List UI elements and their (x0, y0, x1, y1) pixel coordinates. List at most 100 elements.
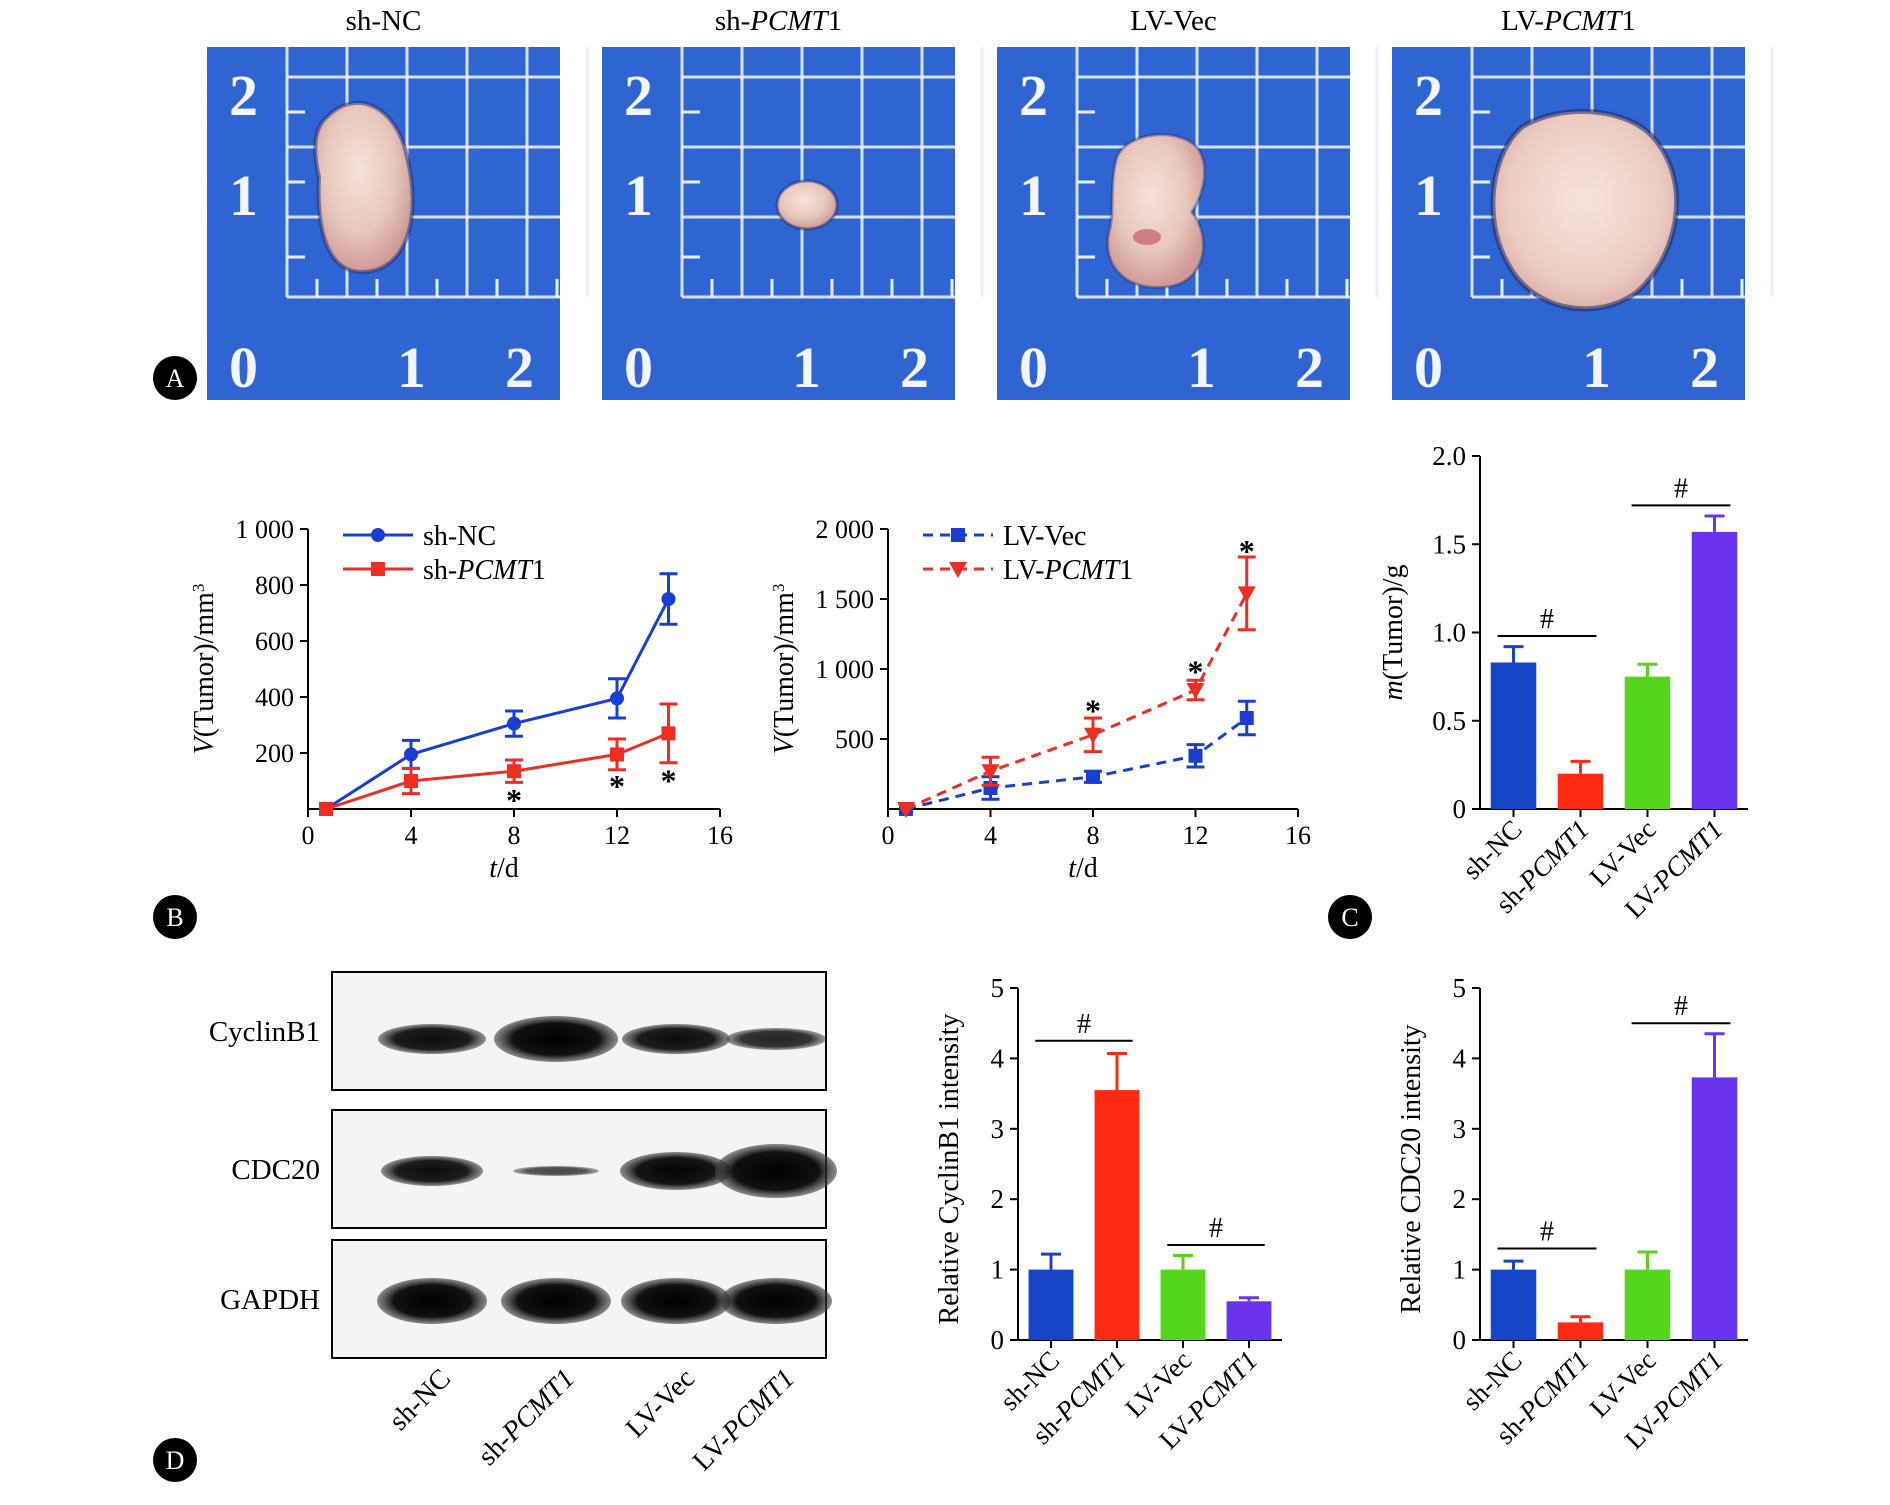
y-tick-label: 5 (991, 973, 1005, 1003)
y-tick-label: 1 (1453, 1255, 1467, 1285)
category-label-part: PCMT1 (1512, 1345, 1594, 1427)
data-point (981, 764, 1000, 781)
tumor-volume-chart-lv: 0 4 8 12 16 500 1 000 1 500 2 000 t/d V(Tumor)/mm3… (769, 515, 1312, 884)
y-tick-label: 0.5 (1432, 706, 1466, 736)
bar (1691, 531, 1738, 809)
y-tick-label: 0 (1453, 794, 1467, 824)
cyclinb1-intensity-chart: 012345sh-NCsh-PCMT1LV-VecLV-PCMT1##Relat… (934, 973, 1282, 1455)
y-tick-label: 3 (991, 1114, 1005, 1144)
tumor-mass-bar-chart: 00.51.01.52.0sh-NCsh-PCMT1LV-VecLV-PCMT1… (1378, 441, 1748, 924)
category-label-part: PCMT1 (1049, 1345, 1131, 1427)
svg-text:C: C (1341, 903, 1358, 932)
legend-item: LV-PCMT1 (923, 555, 1133, 586)
cdc20-intensity-chart: 012345sh-NCsh-PCMT1LV-VecLV-PCMT1##Relat… (1396, 973, 1748, 1455)
bar (1557, 773, 1604, 809)
legend-label: LV-PCMT1 (1003, 555, 1133, 586)
legend-label: sh-PCMT1 (423, 555, 546, 586)
bar (1490, 1269, 1537, 1340)
bar (1490, 662, 1537, 809)
tumor-photo: 2 1 0 1 2 (997, 47, 1379, 400)
data-point (507, 716, 521, 731)
data-point (507, 764, 521, 779)
data-point (610, 691, 624, 706)
y-axis-label: Relative CyclinB1 intensity (934, 1013, 965, 1324)
significance-star: * (1239, 533, 1255, 569)
blot-band (715, 1144, 837, 1198)
ruler-number: 1 (1582, 335, 1611, 400)
photo-titles: sh-NC sh-PCMT1 LV-Vec LV-PCMT1 (346, 5, 1636, 37)
significance-mark: # (1674, 473, 1688, 504)
tumor-spot (1133, 229, 1161, 245)
x-tick-label: 0 (882, 821, 895, 850)
data-point (404, 774, 418, 788)
ruler-number: 2 (1690, 335, 1719, 400)
legend-label-part: 1 (532, 555, 546, 586)
x-tick-label: 16 (707, 821, 733, 850)
tumor (313, 100, 415, 275)
y-axis-label-part: m (1378, 680, 1409, 700)
blot-lane-label: LV-PCMT1 (687, 1363, 801, 1477)
blot-band (513, 1166, 599, 1176)
y-axis-label-part: (Tumor)/mm (769, 592, 800, 737)
x-tick-label: 8 (1087, 821, 1100, 850)
y-tick-label: 1 (991, 1255, 1005, 1285)
x-axis-label-part: /d (1076, 853, 1098, 884)
legend-item: LV-Vec (923, 521, 1086, 552)
photo-title-part: sh-NC (346, 5, 422, 37)
y-axis-label: m(Tumor)/g (1378, 565, 1409, 701)
blot-row-label: CDC20 (231, 1154, 320, 1186)
ruler-number: 0 (1019, 335, 1048, 400)
photo-title: sh-PCMT1 (715, 5, 842, 37)
blot-band (494, 1016, 618, 1062)
y-axis-label-part: V (189, 734, 220, 754)
blot-lane-label: LV-Vec (620, 1363, 701, 1444)
ruler-number: 2 (1295, 335, 1324, 400)
panel-label-a: A (153, 356, 197, 400)
legend-label: LV-Vec (1003, 521, 1086, 552)
category-label-part: PCMT1 (1646, 814, 1728, 896)
blot-band (622, 1024, 730, 1054)
legend-label-part: LV-Vec (1003, 521, 1086, 552)
tumor-volume-chart-sh: 0 4 8 12 16 200 400 600 800 1 000 t/d V(Tumor)/mm3 *… (189, 515, 734, 884)
significance-star: * (661, 763, 677, 799)
data-point (404, 747, 418, 762)
blot-row-gapdh: GAPDH (220, 1239, 832, 1359)
y-tick-label: 1.0 (1432, 618, 1466, 648)
ruler-number: 1 (1414, 163, 1443, 228)
y-axis-label-part: 3 (189, 584, 208, 592)
ruler-number: 1 (1187, 335, 1216, 400)
ruler-number: 2 (900, 335, 929, 400)
y-axis-label: V(Tumor)/mm3 (189, 584, 221, 755)
significance-mark: # (1209, 1213, 1223, 1244)
bar (1624, 676, 1671, 809)
legend-marker (371, 528, 385, 542)
y-tick-label: 1 000 (816, 655, 875, 684)
legend-item: sh-NC (343, 521, 496, 552)
ruler-number: 2 (1019, 63, 1048, 128)
data-point (1084, 727, 1102, 744)
legend-marker (949, 562, 967, 578)
panel-label-d: D (153, 1438, 197, 1482)
y-tick-label: 500 (835, 725, 874, 754)
legend-label-part: PCMT (456, 555, 534, 586)
y-axis-label-part: (Tumor)/g (1378, 565, 1409, 681)
data-point (1186, 683, 1205, 699)
bar (1557, 1322, 1604, 1340)
photo-title-part: 1 (828, 5, 843, 37)
legend-label: sh-NC (423, 521, 496, 552)
y-axis-label-part: V (769, 734, 800, 754)
legend-label-part: sh- (423, 555, 457, 586)
photo-title-part: sh- (715, 5, 750, 37)
blot-band (378, 1024, 486, 1054)
blot-lane-label-part: PCMT1 (496, 1363, 581, 1448)
y-tick-label: 2.0 (1432, 441, 1466, 471)
photo-title: LV-PCMT1 (1501, 5, 1636, 37)
bar (1160, 1269, 1206, 1340)
blot-band (726, 1028, 826, 1050)
significance-star: * (609, 768, 625, 804)
y-tick-label: 600 (255, 627, 294, 656)
svg-text:D: D (166, 1446, 185, 1475)
y-tick-label: 0 (991, 1325, 1005, 1355)
blot-band (620, 1152, 732, 1190)
